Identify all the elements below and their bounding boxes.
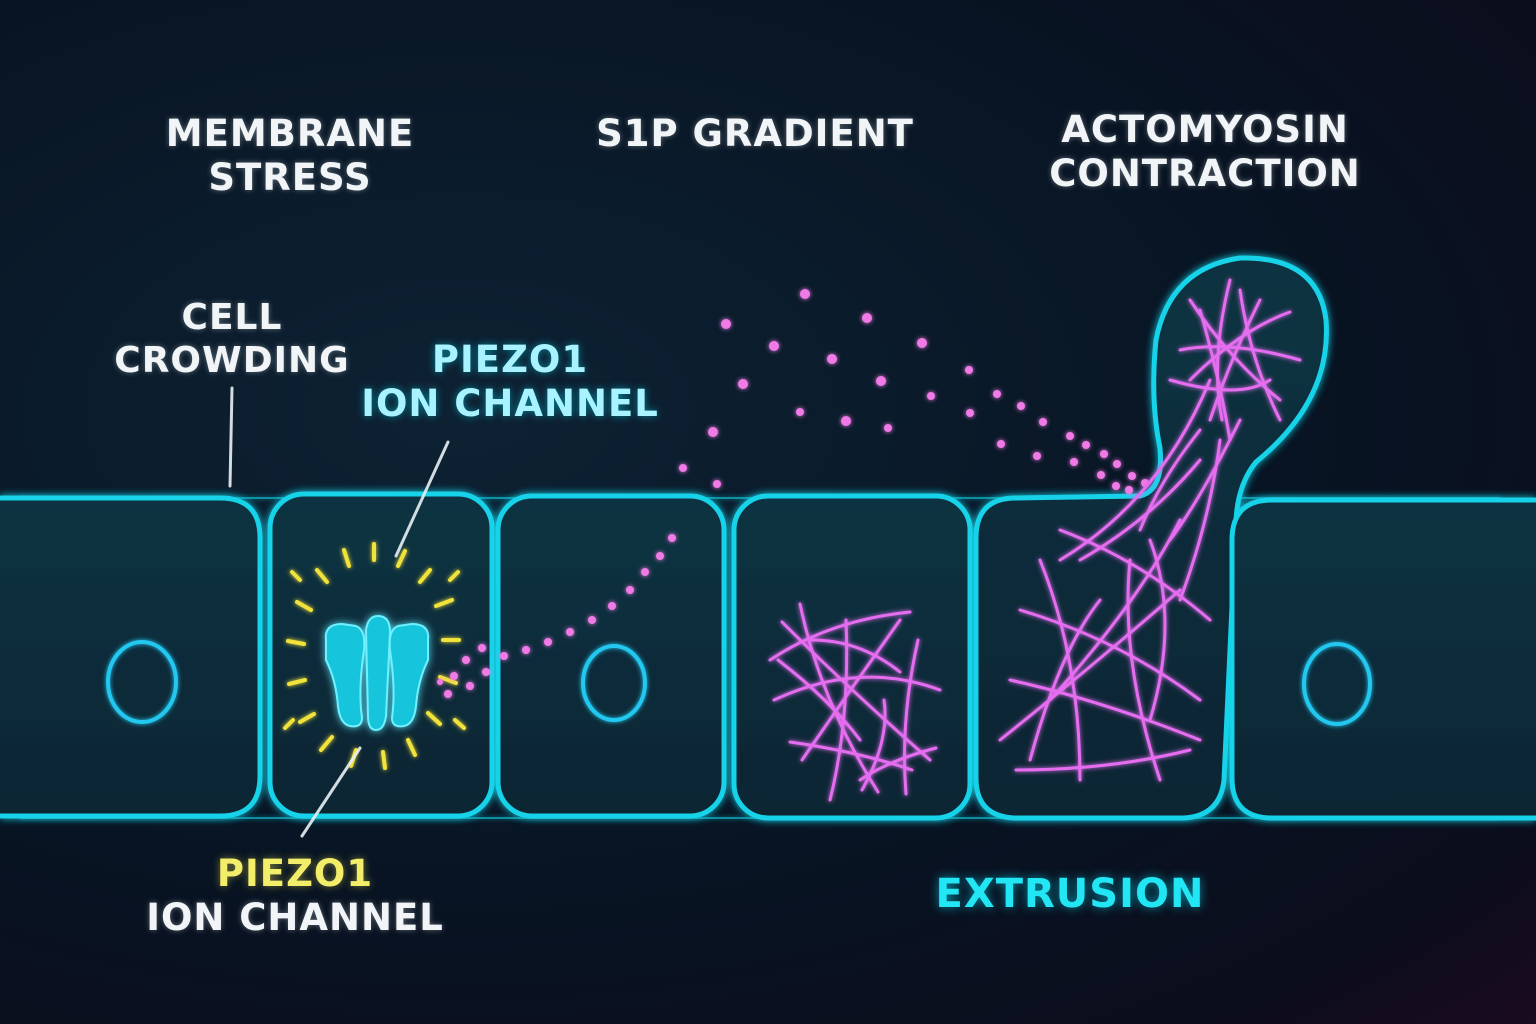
nucleus-icon xyxy=(581,644,647,722)
s1p-molecule-icon xyxy=(1097,471,1105,479)
s1p-molecule-icon xyxy=(927,392,935,400)
s1p-molecule-icon xyxy=(917,338,927,348)
s1p-gradient-label: S1P GRADIENT xyxy=(596,112,914,155)
actomyosin-contraction-label: ACTOMYOSIN CONTRACTION xyxy=(1010,108,1400,197)
s1p-molecule-icon xyxy=(1033,452,1041,460)
s1p-molecule-icon xyxy=(608,602,616,610)
s1p-molecule-icon xyxy=(1039,418,1047,426)
s1p-molecule-icon xyxy=(482,668,490,676)
s1p-molecule-icon xyxy=(708,427,718,437)
nucleus-icon xyxy=(1302,642,1372,726)
s1p-molecule-icon xyxy=(1113,460,1121,468)
s1p-molecule-icon xyxy=(997,440,1005,448)
extrusion-label: EXTRUSION xyxy=(935,871,1205,917)
s1p-molecule-icon xyxy=(437,679,443,685)
piezo1-bottom-leader xyxy=(300,746,362,838)
membrane-stress-line-1: MEMBRANE xyxy=(165,112,415,155)
s1p-molecule-icon xyxy=(1070,458,1078,466)
s1p-molecule-icon xyxy=(966,409,974,417)
cell-crowding-line-1: CELL xyxy=(181,297,283,338)
cell-crowding-leader xyxy=(228,386,234,488)
s1p-molecule-icon xyxy=(566,628,574,636)
s1p-molecule-icon xyxy=(713,480,721,488)
s1p-molecule-icon xyxy=(466,682,474,690)
s1p-molecule-icon xyxy=(738,379,748,389)
s1p-molecule-icon xyxy=(588,616,596,624)
cell-3 xyxy=(495,493,727,819)
s1p-molecule-icon xyxy=(769,341,779,351)
s1p-molecule-icon xyxy=(827,354,837,364)
actomyosin-line-1: ACTOMYOSIN xyxy=(1061,108,1349,151)
s1p-molecule-icon xyxy=(462,656,470,664)
s1p-molecule-icon xyxy=(1100,450,1108,458)
nuclei xyxy=(106,640,1372,726)
piezo1-top-line-1: PIEZO1 xyxy=(431,338,589,381)
piezo1-channel-icon xyxy=(324,614,430,732)
s1p-molecule-icon xyxy=(965,366,973,374)
s1p-molecule-icon xyxy=(993,390,1001,398)
s1p-molecule-icon xyxy=(884,424,892,432)
membrane-stress-label: MEMBRANE STRESS xyxy=(150,112,430,201)
piezo1-top-line-2: ION CHANNEL xyxy=(361,382,659,426)
actomyosin-line-2: CONTRACTION xyxy=(1049,152,1361,196)
piezo1-top-leader xyxy=(394,440,450,558)
s1p-molecule-icon xyxy=(522,646,530,654)
s1p-molecule-icon xyxy=(1112,482,1120,490)
s1p-molecule-icon xyxy=(641,568,649,576)
leader-lines xyxy=(228,386,450,838)
s1p-molecule-icon xyxy=(876,376,886,386)
s1p-molecule-icon xyxy=(500,652,508,660)
s1p-molecule-icon xyxy=(544,638,552,646)
s1p-molecule-icon xyxy=(478,644,486,652)
s1p-molecule-icon xyxy=(1125,486,1133,494)
s1p-molecule-icon xyxy=(450,672,458,680)
cell-4 xyxy=(731,493,973,821)
s1p-molecule-icon xyxy=(656,552,664,560)
actin-filament-icon xyxy=(768,602,942,802)
s1p-molecule-icon xyxy=(1128,472,1136,480)
piezo1-bottom-label: PIEZO1 ION CHANNEL xyxy=(130,852,460,941)
nucleus-icon xyxy=(106,640,178,724)
s1p-molecule-icon xyxy=(668,534,676,542)
s1p-gradient-dots xyxy=(437,289,1149,698)
cell-crowding-label: CELL CROWDING xyxy=(100,296,364,382)
s1p-molecule-icon xyxy=(1082,441,1090,449)
cell-crowding-line-2: CROWDING xyxy=(114,340,350,382)
s1p-molecule-icon xyxy=(1017,402,1025,410)
s1p-molecule-icon xyxy=(800,289,810,299)
piezo1-bottom-line-1: PIEZO1 xyxy=(216,852,374,895)
cell-1 xyxy=(0,495,263,819)
s1p-molecule-icon xyxy=(721,319,731,329)
s1p-molecule-icon xyxy=(862,313,872,323)
piezo1-bottom-line-2: ION CHANNEL xyxy=(146,896,444,940)
actin-filament-icon xyxy=(998,278,1302,782)
membrane-stress-line-2: STRESS xyxy=(208,156,372,200)
cell-row xyxy=(0,255,1536,821)
piezo1-top-label: PIEZO1 ION CHANNEL xyxy=(350,338,670,427)
s1p-molecule-icon xyxy=(841,416,851,426)
s1p-molecule-icon xyxy=(1066,432,1074,440)
piezo-activation-rays xyxy=(283,542,466,770)
s1p-molecule-icon xyxy=(444,690,452,698)
cell-6 xyxy=(1229,497,1536,821)
s1p-molecule-icon xyxy=(796,408,804,416)
s1p-molecule-icon xyxy=(679,464,687,472)
cell-5-extruding xyxy=(973,255,1329,821)
s1p-molecule-icon xyxy=(626,586,634,594)
